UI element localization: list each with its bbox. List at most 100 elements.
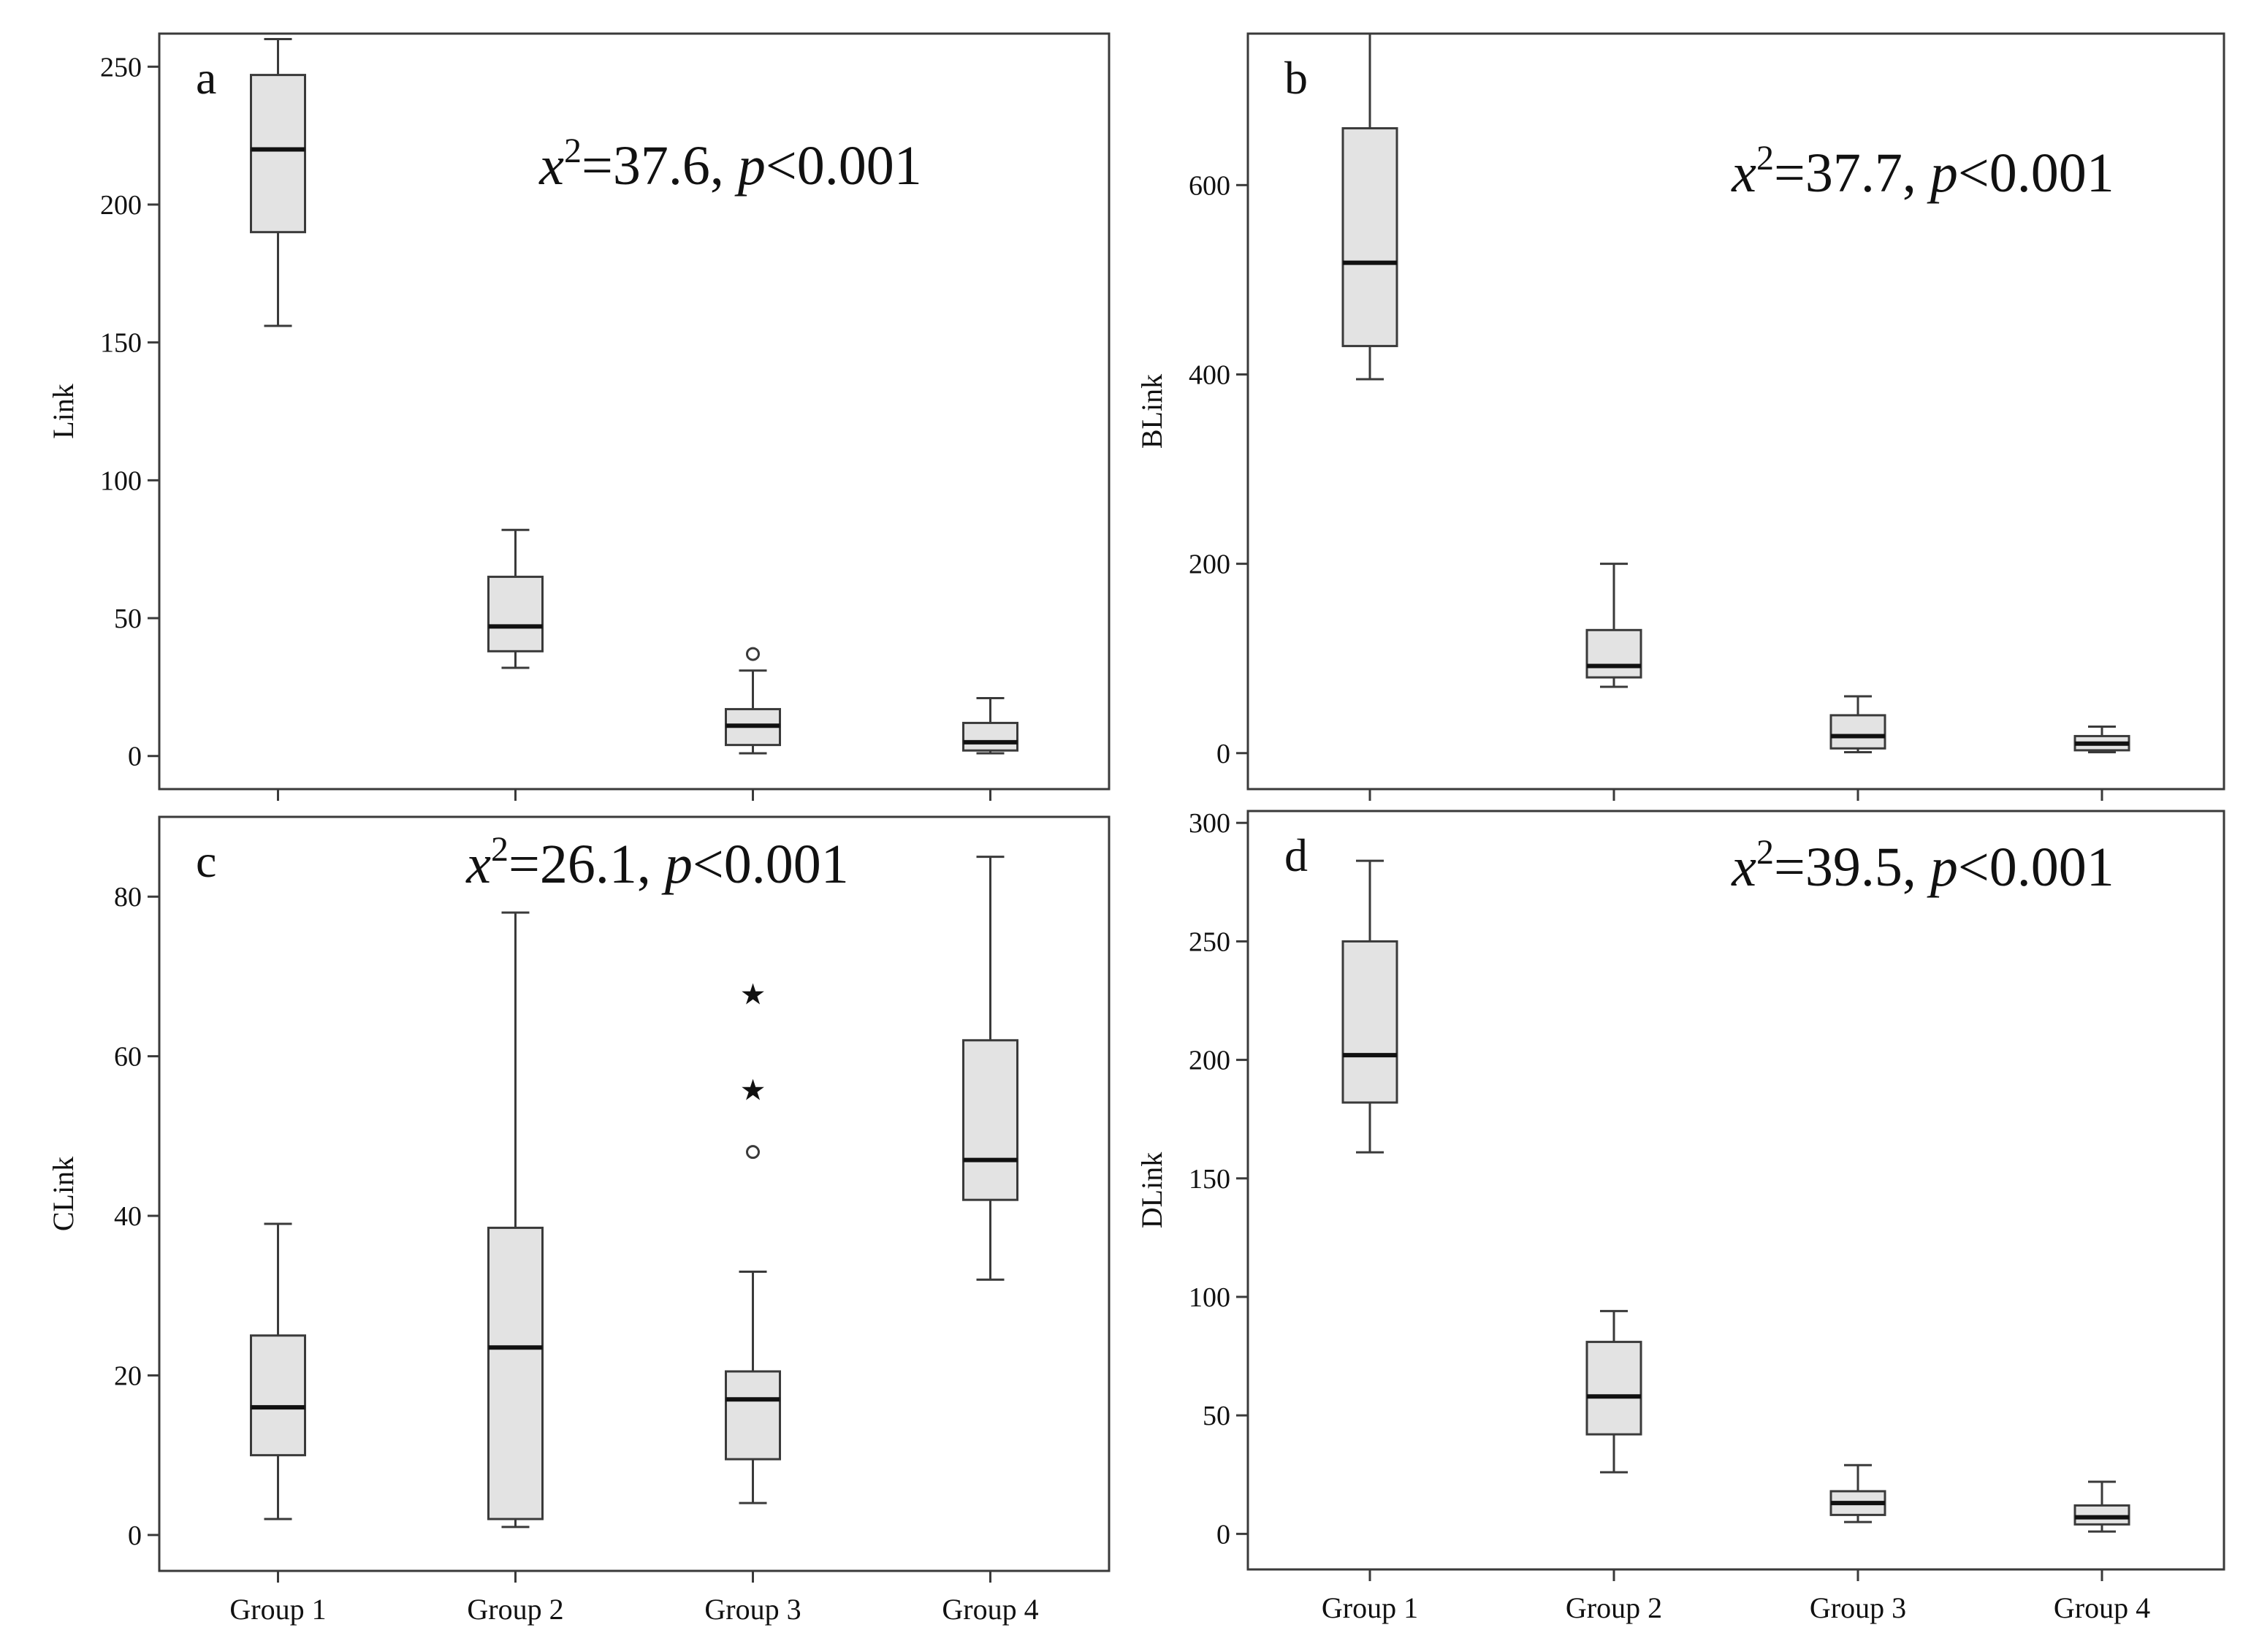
x-tick-label: Group 3 xyxy=(704,1593,801,1626)
stat-symbol: x xyxy=(538,135,564,197)
iqr-box xyxy=(250,1334,306,1457)
extreme-point: ★ xyxy=(740,978,766,1010)
iqr-box xyxy=(487,575,544,652)
x-tick-label: Group 1 xyxy=(1322,1591,1418,1624)
outlier-point xyxy=(746,647,760,661)
panel-letter: c xyxy=(196,835,216,887)
stat-superscript: 2 xyxy=(491,830,509,869)
box-4 xyxy=(962,696,1018,755)
y-tick-label: 150 xyxy=(1189,1164,1230,1195)
stat-superscript: 2 xyxy=(564,132,582,170)
plot-frame xyxy=(158,815,1111,1572)
y-tick-label: 40 xyxy=(114,1201,142,1232)
y-tick-label: 80 xyxy=(114,882,142,913)
y-tick-label: 100 xyxy=(100,465,142,496)
y-tick-label: 150 xyxy=(100,328,142,359)
y-tick-label: 0 xyxy=(1216,739,1230,769)
box-1 xyxy=(1341,859,1398,1154)
box-4 xyxy=(962,856,1018,1281)
y-tick-label: 0 xyxy=(1216,1519,1230,1550)
stat-annotation: x2=37.7, p<0.001 xyxy=(1731,139,2114,204)
plot-frame xyxy=(1246,810,2225,1571)
y-tick-label: 200 xyxy=(1189,1046,1230,1076)
panel-a: 0 50 100 150 200 250 Link a x2=37.6, p<0.001 xyxy=(47,32,1111,801)
iqr-box xyxy=(1585,1341,1642,1436)
plot-frame xyxy=(1246,32,2225,791)
stat-annotation: x2=39.5, p<0.001 xyxy=(1731,833,2114,898)
x-tick-label: Group 3 xyxy=(1810,1591,1906,1624)
y-axis-label: BLink xyxy=(1135,374,1168,449)
y-tick-label: 250 xyxy=(100,52,142,83)
y-axis-label: Link xyxy=(47,384,80,439)
y-tick-label: 200 xyxy=(100,190,142,221)
box-3 xyxy=(725,647,781,755)
box-3: ★★ xyxy=(725,978,781,1504)
stat-p-value: <0.001 xyxy=(1958,837,2114,898)
stat-p-value: <0.001 xyxy=(766,135,922,197)
stat-p-value: <0.001 xyxy=(693,834,849,895)
y-tick-label: 600 xyxy=(1189,170,1230,201)
box-3 xyxy=(1829,695,1886,753)
x-tick-label: Group 2 xyxy=(467,1593,563,1626)
y-tick-label: 100 xyxy=(1189,1282,1230,1313)
iqr-box xyxy=(1341,127,1398,348)
stat-value: =39.5, xyxy=(1774,837,1930,898)
box-2 xyxy=(487,911,544,1529)
x-tick-label: Group 4 xyxy=(942,1593,1038,1626)
iqr-box xyxy=(487,1226,544,1520)
y-tick-label: 0 xyxy=(128,742,142,772)
box-2 xyxy=(1585,563,1642,688)
panel-d: 0 50 100 150 200 250 300 Group 1 Group 2 Group 3 G… xyxy=(1135,808,2225,1624)
box-1 xyxy=(250,1222,306,1520)
stat-superscript: 2 xyxy=(1756,833,1774,872)
outlier-point xyxy=(746,1145,760,1160)
iqr-box xyxy=(962,721,1018,752)
iqr-box xyxy=(250,74,306,234)
y-tick-label: 20 xyxy=(114,1360,142,1391)
x-tick-label: Group 2 xyxy=(1566,1591,1662,1624)
y-tick-label: 400 xyxy=(1189,359,1230,390)
x-tick-label: Group 1 xyxy=(229,1593,326,1626)
y-tick-label: 0 xyxy=(128,1520,142,1551)
iqr-box xyxy=(2073,1504,2130,1526)
iqr-box xyxy=(725,1370,781,1461)
box-1 xyxy=(250,38,306,327)
y-tick-label: 50 xyxy=(114,604,142,634)
stat-value: =26.1, xyxy=(509,834,665,895)
stat-p-symbol: p xyxy=(1927,837,1958,898)
y-tick-label: 250 xyxy=(1189,926,1230,957)
panel-letter: d xyxy=(1284,829,1308,881)
y-axis-label: DLink xyxy=(1135,1152,1168,1228)
iqr-box xyxy=(962,1039,1018,1201)
iqr-box xyxy=(1341,940,1398,1104)
panel-letter: a xyxy=(196,52,216,104)
y-tick-label: 200 xyxy=(1189,549,1230,580)
y-tick-label: 50 xyxy=(1203,1401,1230,1431)
stat-value: =37.6, xyxy=(582,135,738,197)
box-4 xyxy=(2073,1480,2130,1533)
panel-b: 0 200 400 600 BLink b x2=37.7, p<0.001 xyxy=(1135,32,2225,801)
stat-p-symbol: p xyxy=(734,135,766,197)
stat-symbol: x xyxy=(1731,837,1756,898)
panel-c: 0 20 40 60 80 Group 1 Group 2 Group 3 Group 4 CLi… xyxy=(47,815,1111,1626)
y-tick-label: 300 xyxy=(1189,808,1230,839)
box-4 xyxy=(2073,725,2130,753)
box-2 xyxy=(487,528,544,669)
stat-annotation: x2=37.6, p<0.001 xyxy=(538,132,921,197)
iqr-box xyxy=(1585,628,1642,679)
stat-p-value: <0.001 xyxy=(1958,142,2114,204)
stat-value: =37.7, xyxy=(1774,142,1930,204)
box-2 xyxy=(1585,1309,1642,1474)
y-tick-label: 60 xyxy=(114,1042,142,1073)
box-3 xyxy=(1829,1463,1886,1523)
stat-p-symbol: p xyxy=(661,834,693,895)
stat-p-symbol: p xyxy=(1927,142,1958,204)
panel-letter: b xyxy=(1284,52,1308,104)
stat-annotation: x2=26.1, p<0.001 xyxy=(465,830,848,895)
y-axis-label: CLink xyxy=(47,1157,80,1231)
stat-symbol: x xyxy=(465,834,491,895)
box-1 xyxy=(1341,32,1398,381)
stat-symbol: x xyxy=(1731,142,1756,204)
iqr-box xyxy=(1829,714,1886,750)
